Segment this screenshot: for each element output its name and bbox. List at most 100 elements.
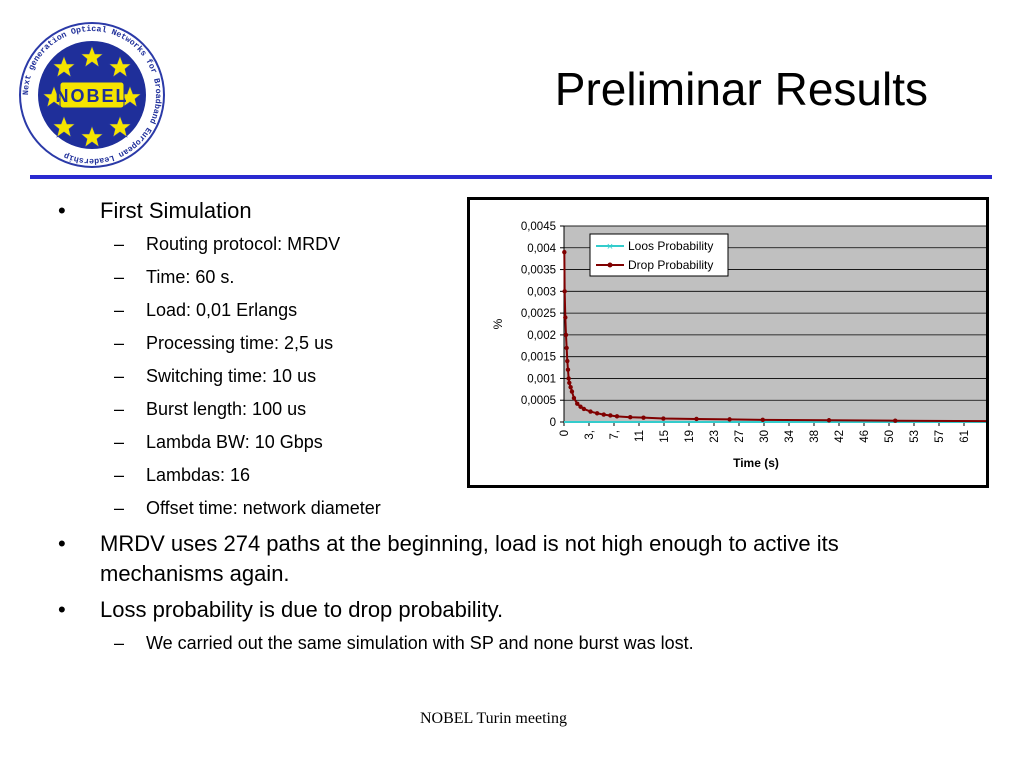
sub-bullet-item: – Routing protocol: MRDV — [58, 232, 958, 256]
x-tick-label: 30 — [759, 430, 771, 443]
sub-bullet-item: – Load: 0,01 Erlangs — [58, 298, 958, 322]
data-point-drop-probability — [569, 389, 575, 394]
y-axis-title: % — [491, 318, 505, 329]
x-tick-label: 57 — [934, 430, 946, 443]
y-tick-label: 0,0025 — [521, 308, 556, 320]
dash-marker: – — [114, 633, 125, 653]
sub-bullet-text: We carried out the same simulation with … — [146, 633, 694, 653]
bullet-marker: • — [58, 531, 66, 556]
bullet-marker: • — [58, 198, 66, 223]
dash-marker: – — [114, 498, 125, 518]
y-tick-label: 0,003 — [527, 286, 556, 298]
y-tick-label: 0,0005 — [521, 395, 556, 407]
dash-marker: – — [114, 399, 125, 419]
sub-bullet-text: Lambda BW: 10 Gbps — [146, 432, 323, 452]
data-point-drop-probability — [565, 358, 570, 364]
x-tick-label: 0 — [559, 430, 571, 436]
data-point-drop-probability — [661, 416, 666, 421]
sub-bullet-item: – Processing time: 2,5 us — [58, 331, 958, 355]
dash-marker: – — [114, 267, 125, 287]
data-point-drop-probability — [826, 418, 832, 423]
legend-marker-loss: × — [607, 241, 613, 253]
dash-marker: – — [114, 333, 125, 353]
data-point-drop-probability — [566, 376, 571, 381]
data-point-drop-probability — [564, 345, 569, 351]
legend-label-loss: Loos Probability — [628, 239, 713, 253]
data-point-drop-probability — [571, 395, 577, 401]
dash-marker: – — [114, 432, 125, 452]
x-tick-label: 42 — [834, 430, 846, 443]
x-tick-label: 53 — [909, 430, 921, 443]
data-point-drop-probability — [608, 413, 613, 418]
data-point-drop-probability — [594, 411, 600, 416]
data-point-drop-probability — [568, 384, 573, 390]
bullet-marker: • — [58, 597, 66, 622]
data-point-drop-probability — [575, 401, 580, 406]
data-point-drop-probability — [563, 332, 569, 338]
data-point-drop-probability — [562, 249, 567, 255]
sub-bullet-item: – Time: 60 s. — [58, 265, 958, 289]
dash-marker: – — [114, 465, 125, 485]
y-tick-label: 0,0015 — [521, 352, 556, 364]
x-tick-label: 61 — [959, 430, 971, 443]
slide-title: Preliminar Results — [554, 63, 928, 115]
chart-svg: 0 0,0005 0,001 0,0015 0,002 0,0025 0,003 0,0035… — [491, 221, 986, 470]
sub-bullet-text: Lambdas: 16 — [146, 465, 251, 485]
data-point-drop-probability — [563, 315, 568, 320]
data-point-drop-probability — [893, 418, 898, 423]
x-tick-label: 15 — [659, 430, 671, 443]
x-tick-label: 38 — [809, 430, 821, 443]
bullet-text: Loss probability is due to drop probabil… — [100, 597, 504, 622]
x-tick-label: 34 — [784, 429, 796, 442]
legend-box — [589, 233, 729, 277]
dash-marker: – — [114, 366, 125, 386]
sub-bullet-text: Routing protocol: MRDV — [146, 234, 341, 254]
bullet-item: • MRDV uses 274 paths at the beginning, … — [58, 529, 950, 589]
legend-label-drop: Drop Probability — [628, 258, 713, 272]
dash-marker: – — [114, 234, 125, 254]
bullet-text: First Simulation — [100, 198, 252, 223]
data-point-drop-probability — [694, 416, 699, 422]
title-divider — [30, 175, 992, 179]
sub-bullet-item: – Burst length: 100 us — [58, 397, 958, 421]
x-tick-label: 50 — [884, 430, 896, 443]
nobel-logo: NOBEL Next generation Optical Networks f… — [19, 22, 165, 168]
y-tick-label: 0 — [550, 417, 556, 429]
sub-bullet-text: Switching time: 10 us — [146, 366, 317, 386]
bullet-item: • First Simulation — [58, 196, 958, 226]
sub-bullet-item: – Lambda BW: 10 Gbps — [58, 430, 958, 454]
x-tick-label: 7, — [609, 430, 621, 440]
results-chart: 0 0,0005 0,001 0,0015 0,002 0,0025 0,003 0,0035… — [467, 197, 989, 488]
sub-bullet-item: – Lambdas: 16 — [58, 463, 958, 487]
legend-marker-drop — [607, 262, 613, 268]
data-point-drop-probability — [628, 415, 633, 420]
data-point-drop-probability — [601, 412, 606, 417]
bullet-text: MRDV uses 274 paths at the beginning, lo… — [100, 531, 839, 586]
sub-bullet-item: – Switching time: 10 us — [58, 364, 958, 388]
data-point-drop-probability — [581, 406, 587, 412]
data-point-drop-probability — [578, 404, 583, 409]
data-point-drop-probability — [567, 380, 572, 385]
x-tick-label: 23 — [709, 430, 721, 443]
sub-bullet-item: – We carried out the same simulation with… — [58, 631, 958, 655]
logo-wordmark: NOBEL — [56, 86, 129, 106]
data-point-drop-probability — [614, 414, 620, 419]
x-axis-title: Time (s) — [733, 456, 779, 470]
x-tick-label: 46 — [859, 430, 871, 443]
data-point-drop-probability — [641, 415, 646, 420]
y-tick-label: 0,002 — [527, 330, 556, 342]
y-tick-label: 0,0045 — [521, 221, 556, 233]
dash-marker: – — [114, 300, 125, 320]
data-point-drop-probability — [588, 409, 593, 414]
x-tick-label: 3, — [584, 430, 596, 440]
sub-bullet-text: Load: 0,01 Erlangs — [146, 300, 298, 320]
footer-text: NOBEL Turin meeting — [420, 710, 567, 727]
sub-bullet-item: – Offset time: network diameter — [58, 496, 958, 520]
sub-bullet-text: Burst length: 100 us — [146, 399, 307, 419]
sub-bullet-text: Time: 60 s. — [146, 267, 235, 287]
slide-body: • First Simulation – Routing protocol: MR… — [58, 196, 958, 664]
bullet-item: • Loss probability is due to drop probab… — [58, 595, 958, 625]
x-tick-label: 11 — [634, 430, 646, 442]
sub-bullet-text: Processing time: 2,5 us — [146, 333, 334, 353]
x-tick-label: 27 — [734, 430, 746, 443]
